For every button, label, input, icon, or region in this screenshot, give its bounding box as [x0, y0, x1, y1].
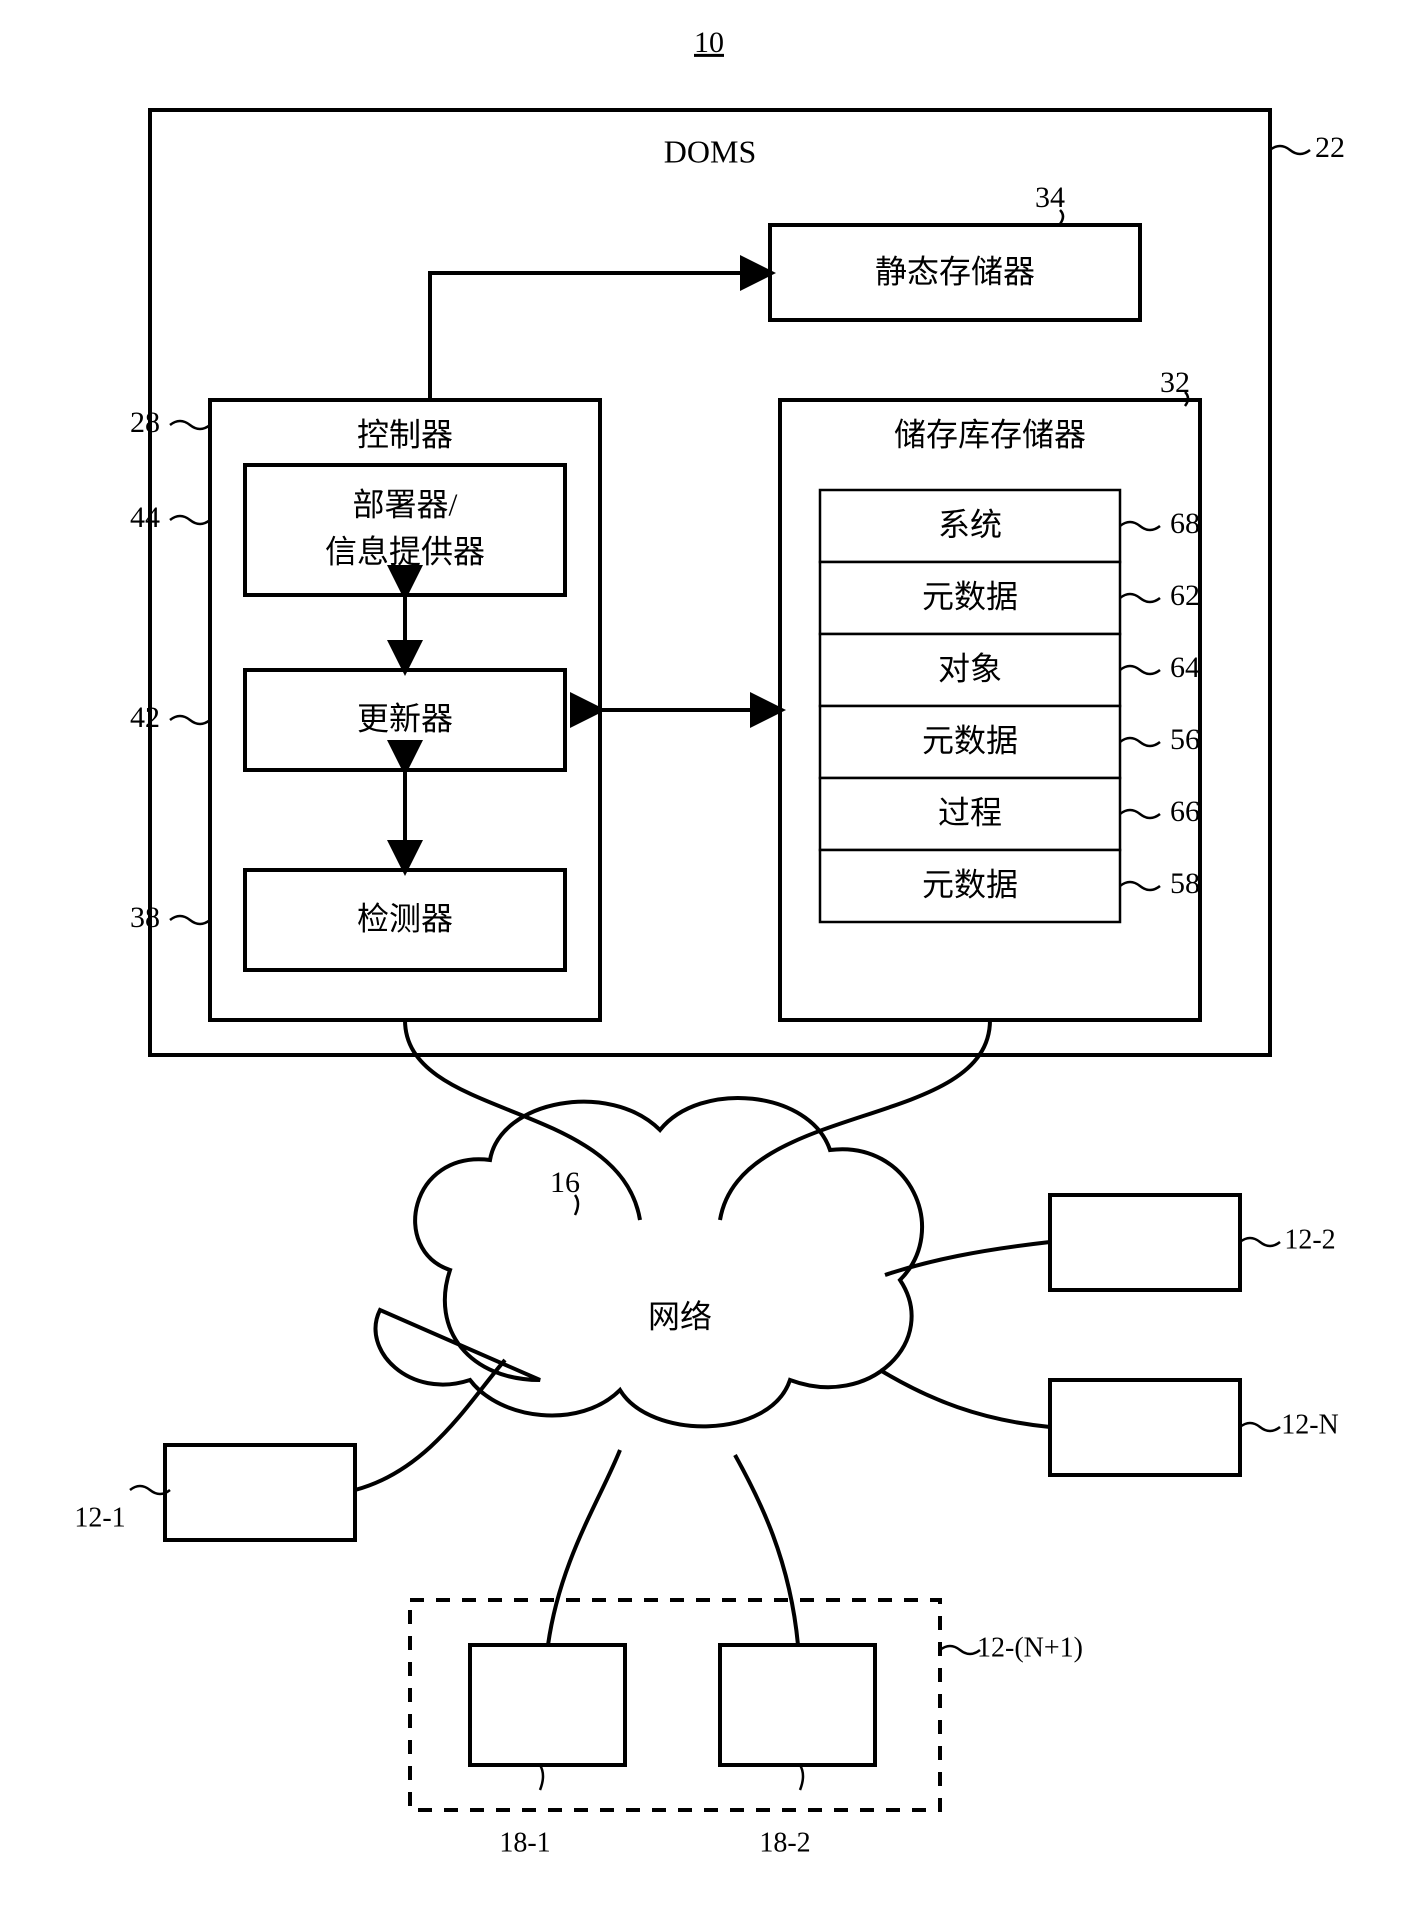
lead-22 [1270, 146, 1310, 154]
controller-title: 控制器 [357, 416, 453, 452]
doms-title: DOMS [664, 133, 756, 169]
ref-38: 38 [130, 901, 160, 934]
endpoint-12-1 [165, 1445, 355, 1540]
deployer-l2: 信息提供器 [325, 533, 485, 569]
lead-12-N1 [940, 1646, 980, 1654]
ref-28: 28 [130, 406, 160, 439]
lead-16 [575, 1195, 578, 1215]
ref-62: 62 [1170, 579, 1200, 612]
network-cloud [376, 1098, 923, 1426]
detector-label: 检测器 [357, 900, 453, 936]
repo-row-4: 过程 [938, 794, 1002, 830]
repo-rows: 系统 元数据 对象 元数据 过程 元数据 [820, 490, 1120, 922]
ref-16: 16 [550, 1166, 580, 1199]
lead-18-2 [800, 1765, 803, 1790]
lead-12-2 [1240, 1238, 1280, 1246]
deployer-l1: 部署器/ [353, 486, 458, 522]
endpoint-18-2 [720, 1645, 875, 1765]
ref-64: 64 [1170, 651, 1200, 684]
repo-row-5: 元数据 [922, 866, 1018, 902]
figure-ref: 10 [694, 26, 724, 59]
ref-66: 66 [1170, 795, 1200, 828]
ref-12-N: 12-N [1281, 1409, 1339, 1440]
repository-title: 储存库存储器 [894, 416, 1086, 452]
ref-22: 22 [1315, 131, 1345, 164]
deployer-box [245, 465, 565, 595]
ref-44: 44 [130, 501, 160, 534]
ref-34: 34 [1035, 181, 1065, 214]
cable-18-1 [548, 1450, 620, 1645]
updater-label: 更新器 [357, 700, 453, 736]
network-label: 网络 [648, 1298, 712, 1334]
endpoint-12-2 [1050, 1195, 1240, 1290]
cable-12-1 [355, 1360, 505, 1490]
repo-row-1: 元数据 [922, 578, 1018, 614]
lead-12-N [1240, 1423, 1280, 1431]
static-memory-label: 静态存储器 [875, 253, 1035, 289]
ref-18-2: 18-2 [759, 1827, 810, 1858]
repo-row-2: 对象 [938, 650, 1002, 686]
ref-12-1: 12-1 [74, 1502, 125, 1533]
repo-row-3: 元数据 [922, 722, 1018, 758]
ref-42: 42 [130, 701, 160, 734]
ref-12-N1: 12-(N+1) [977, 1632, 1083, 1663]
ref-58: 58 [1170, 867, 1200, 900]
endpoint-12-N [1050, 1380, 1240, 1475]
ref-56: 56 [1170, 723, 1200, 756]
cable-12-N [880, 1370, 1050, 1427]
ref-18-1: 18-1 [499, 1827, 550, 1858]
endpoint-18-1 [470, 1645, 625, 1765]
ref-68: 68 [1170, 507, 1200, 540]
repo-row-0: 系统 [938, 506, 1002, 542]
ref-12-2: 12-2 [1284, 1224, 1335, 1255]
cable-18-2 [735, 1455, 798, 1645]
lead-18-1 [540, 1765, 543, 1790]
